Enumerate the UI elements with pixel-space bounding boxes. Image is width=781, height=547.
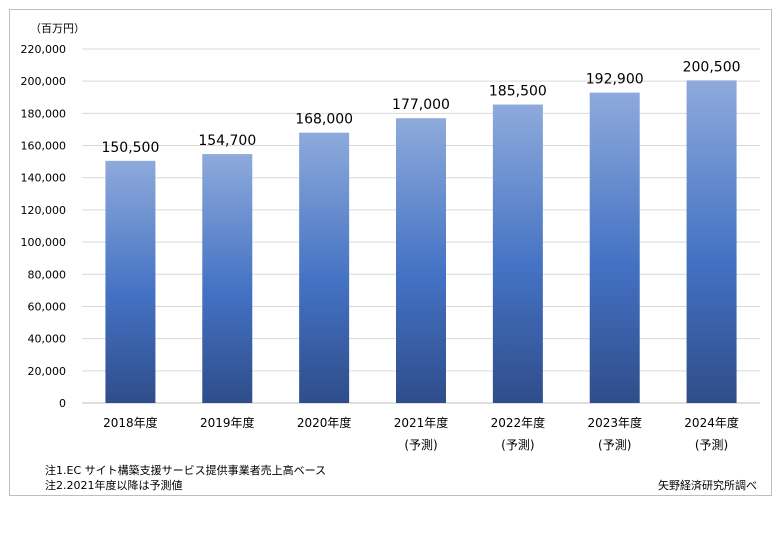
x-tick-label: (予測) xyxy=(501,438,534,452)
y-tick-label: 120,000 xyxy=(21,204,67,217)
y-axis-unit-label: （百万円） xyxy=(30,22,85,35)
y-tick-label: 60,000 xyxy=(28,300,67,313)
data-label: 177,000 xyxy=(392,97,450,113)
source-credit: 矢野経済研究所調べ xyxy=(658,479,757,492)
x-tick-label: (予測) xyxy=(598,438,631,452)
note-2: 注2.2021年度以降は予測値 xyxy=(45,479,183,492)
y-tick-label: 160,000 xyxy=(21,140,67,153)
y-tick-label: 200,000 xyxy=(21,75,67,88)
data-label: 154,700 xyxy=(198,133,256,149)
x-tick-label: 2021年度 xyxy=(394,415,449,430)
y-tick-label: 180,000 xyxy=(21,107,67,120)
data-label: 200,500 xyxy=(683,59,741,75)
bar xyxy=(202,154,253,403)
bar xyxy=(686,80,737,404)
x-tick-label: 2019年度 xyxy=(200,415,255,430)
x-tick-label: (予測) xyxy=(404,438,437,452)
y-tick-label: 100,000 xyxy=(21,236,67,249)
y-tick-label: 80,000 xyxy=(28,268,67,281)
bar xyxy=(492,104,543,403)
x-tick-label: 2023年度 xyxy=(587,415,642,430)
data-label: 185,500 xyxy=(489,84,547,100)
y-tick-label: 40,000 xyxy=(28,333,67,346)
x-tick-label: 2024年度 xyxy=(684,415,739,430)
x-tick-label: 2018年度 xyxy=(103,415,158,430)
bar xyxy=(589,92,640,404)
bar xyxy=(396,118,446,403)
y-tick-label: 220,000 xyxy=(21,43,67,56)
x-tick-label: 2022年度 xyxy=(491,415,546,430)
y-tick-label: 140,000 xyxy=(21,172,67,185)
x-tick-label: 2020年度 xyxy=(297,415,352,430)
note-1: 注1.EC サイト構築支援サービス提供事業者売上高ベース xyxy=(45,464,327,477)
data-label: 168,000 xyxy=(295,112,353,128)
bar xyxy=(105,160,156,403)
data-label: 192,900 xyxy=(586,72,644,88)
bar xyxy=(299,132,350,403)
y-tick-label: 20,000 xyxy=(28,365,67,378)
x-tick-label: (予測) xyxy=(695,438,728,452)
data-label: 150,500 xyxy=(101,140,159,156)
y-tick-label: 0 xyxy=(59,397,66,410)
